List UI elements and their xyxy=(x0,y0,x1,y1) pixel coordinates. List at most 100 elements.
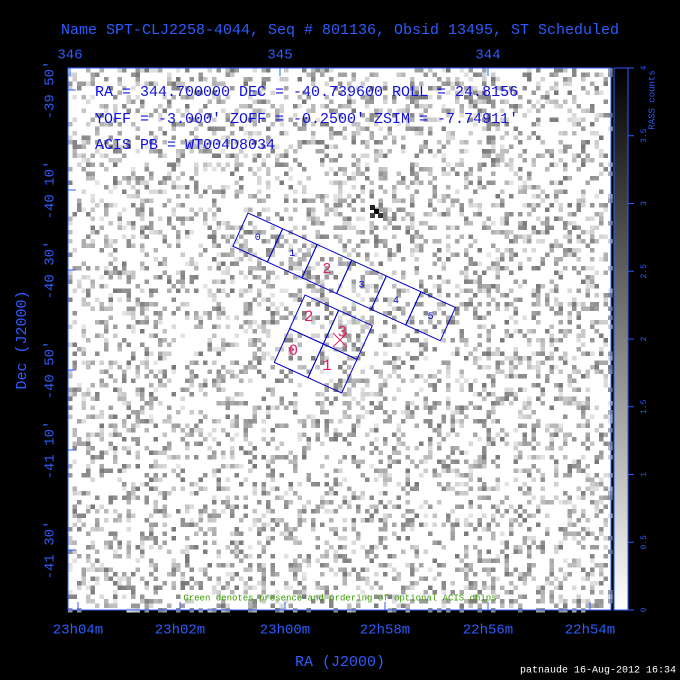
sky-pixel xyxy=(234,189,239,194)
sky-pixel xyxy=(131,410,136,415)
sky-pixel xyxy=(104,77,109,82)
sky-pixel xyxy=(221,428,226,433)
sky-pixel xyxy=(495,347,500,352)
sky-pixel xyxy=(68,270,73,275)
sky-pixel xyxy=(486,99,491,104)
sky-pixel xyxy=(450,446,455,451)
sky-pixel xyxy=(288,248,293,253)
sky-pixel xyxy=(441,581,446,586)
sky-pixel xyxy=(369,315,374,320)
sky-pixel xyxy=(419,599,424,604)
sky-pixel xyxy=(275,518,280,523)
sky-pixel xyxy=(158,464,163,469)
sky-pixel xyxy=(482,419,487,424)
sky-pixel xyxy=(113,432,118,437)
sky-pixel xyxy=(414,329,419,334)
sky-pixel xyxy=(176,185,181,190)
sky-pixel xyxy=(522,518,527,523)
sky-pixel xyxy=(563,68,568,73)
sky-pixel xyxy=(468,167,473,172)
sky-pixel xyxy=(248,266,253,271)
sky-pixel xyxy=(536,194,541,199)
sky-pixel xyxy=(585,288,590,293)
sky-pixel xyxy=(171,486,176,491)
sky-pixel xyxy=(324,275,329,280)
sky-pixel xyxy=(441,459,446,464)
sky-pixel xyxy=(338,104,343,109)
sky-pixel xyxy=(500,153,505,158)
sky-pixel xyxy=(108,135,113,140)
sky-pixel xyxy=(320,351,325,356)
sky-pixel xyxy=(477,437,482,442)
sky-pixel xyxy=(122,585,127,590)
sky-pixel xyxy=(275,275,280,280)
sky-pixel xyxy=(252,603,257,608)
sky-pixel xyxy=(576,288,581,293)
sky-pixel xyxy=(162,450,167,455)
sky-pixel xyxy=(68,414,73,419)
sky-pixel xyxy=(297,95,302,100)
sky-pixel xyxy=(581,329,586,334)
sky-pixel xyxy=(126,306,131,311)
sky-pixel xyxy=(153,189,158,194)
sky-pixel xyxy=(572,464,577,469)
sky-pixel xyxy=(171,423,176,428)
sky-pixel xyxy=(482,527,487,532)
sky-pixel xyxy=(104,108,109,113)
sky-pixel xyxy=(99,68,104,73)
sky-pixel xyxy=(149,302,154,307)
sky-pixel xyxy=(360,140,365,145)
sky-pixel xyxy=(531,315,536,320)
sky-pixel xyxy=(590,266,595,271)
sky-pixel xyxy=(540,189,545,194)
sky-pixel xyxy=(198,387,203,392)
sky-pixel xyxy=(293,275,298,280)
sky-pixel xyxy=(540,387,545,392)
sky-pixel xyxy=(486,351,491,356)
sky-pixel xyxy=(293,540,298,545)
sky-pixel xyxy=(176,563,181,568)
sky-pixel xyxy=(315,437,320,442)
sky-pixel xyxy=(567,230,572,235)
sky-pixel xyxy=(585,216,590,221)
sky-pixel xyxy=(603,576,608,581)
sky-pixel xyxy=(459,158,464,163)
sky-pixel xyxy=(374,446,379,451)
sky-pixel xyxy=(486,122,491,127)
sky-pixel xyxy=(527,468,532,473)
sky-pixel xyxy=(500,360,505,365)
sky-pixel xyxy=(320,194,325,199)
sky-pixel xyxy=(140,212,145,217)
sky-pixel xyxy=(468,473,473,478)
sky-pixel xyxy=(491,162,496,167)
sky-pixel xyxy=(86,243,91,248)
sky-pixel xyxy=(135,72,140,77)
sky-pixel xyxy=(86,473,91,478)
sky-pixel xyxy=(567,315,572,320)
sky-pixel xyxy=(320,441,325,446)
sky-pixel xyxy=(144,162,149,167)
sky-pixel xyxy=(113,266,118,271)
sky-pixel xyxy=(378,149,383,154)
sky-pixel xyxy=(320,104,325,109)
sky-pixel xyxy=(104,239,109,244)
sky-pixel xyxy=(351,540,356,545)
sky-pixel xyxy=(518,104,523,109)
sky-pixel xyxy=(230,225,235,230)
sky-pixel xyxy=(324,122,329,127)
sky-pixel xyxy=(482,464,487,469)
sky-pixel xyxy=(495,522,500,527)
sky-pixel xyxy=(387,500,392,505)
sky-pixel xyxy=(90,545,95,550)
sky-pixel xyxy=(86,585,91,590)
sky-pixel xyxy=(536,297,541,302)
sky-pixel xyxy=(356,338,361,343)
sky-pixel xyxy=(140,549,145,554)
sky-pixel xyxy=(239,185,244,190)
sky-pixel xyxy=(86,122,91,127)
sky-pixel xyxy=(581,351,586,356)
sky-pixel xyxy=(374,594,379,599)
sky-pixel xyxy=(351,72,356,77)
sky-pixel xyxy=(599,581,604,586)
sky-pixel xyxy=(288,185,293,190)
